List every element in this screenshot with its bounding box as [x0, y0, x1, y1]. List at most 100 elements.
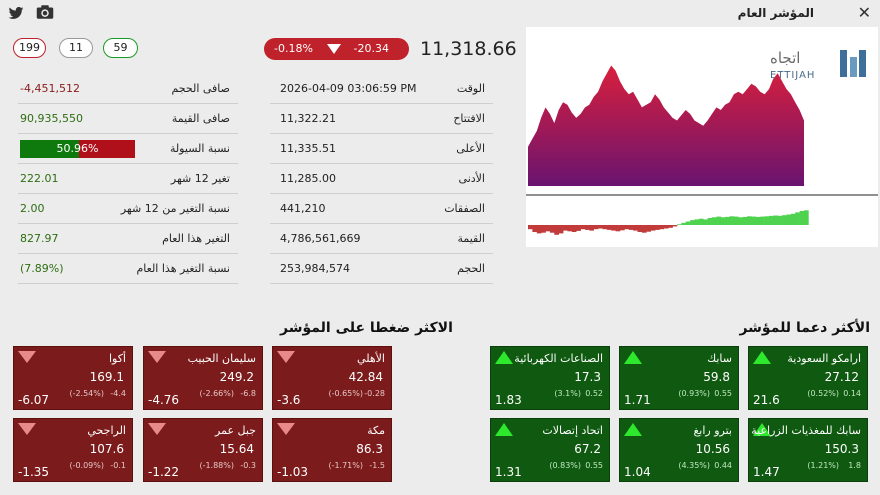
up-triangle-icon	[624, 351, 642, 364]
flow-bar	[585, 225, 590, 230]
left_stats-value: 827.97	[20, 232, 59, 245]
logo-latin: ETTIJAH	[770, 70, 815, 81]
stock-change: -4.4	[110, 389, 126, 398]
down-triangle-icon	[18, 423, 36, 435]
support-stock-tile[interactable]: اتحاد إتصالات 67.2 0.55 (0.83%) 1.31	[490, 418, 610, 482]
flow-bar	[738, 217, 743, 225]
stock-price: 10.56	[695, 442, 730, 456]
title-bar: المؤشر العام ✕	[0, 0, 880, 26]
stock-price: 86.3	[356, 442, 383, 456]
mid_stats-value: 253,984,574	[280, 262, 350, 275]
index-change-badge: -0.18% -20.34	[264, 38, 409, 60]
stock-name: سليمان الحبيب	[187, 352, 256, 365]
stock-index-points: -1.03	[277, 465, 309, 479]
stock-change: -0.3	[240, 461, 256, 470]
twitter-icon[interactable]	[8, 5, 24, 21]
stock-name: الراجحي	[87, 424, 126, 437]
stock-index-points: -1.22	[148, 465, 180, 479]
flow-bar	[698, 218, 704, 225]
left_stats-row: صافى الحجم -4,451,512	[18, 74, 238, 104]
flow-bar	[646, 225, 651, 232]
down-triangle-icon	[277, 423, 295, 435]
flow-bar	[685, 221, 691, 225]
mid_stats-value: 11,285.00	[280, 172, 336, 185]
support-stock-tile[interactable]: ارامكو السعودية 27.12 0.14 (0.52%) 21.6	[748, 346, 868, 410]
left_stats-row: نسبة السيولة 50.96%	[18, 134, 238, 164]
mid_stats-row: الأدنى 11,285.00	[270, 164, 493, 194]
flow-bar	[782, 215, 787, 225]
stock-change-percent: (-0.09%)	[69, 461, 104, 470]
stock-change-percent: (0.83%)	[549, 461, 581, 470]
pressure-stock-tile[interactable]: مكة 86.3 -1.5 (-1.71%) -1.03	[272, 418, 392, 482]
support-stock-tile[interactable]: سابك للمغذيات الزراعية 150.3 1.8 (1.21%) 1.4…	[748, 418, 868, 482]
flow-bar	[790, 213, 796, 225]
left_stats-label: تغير 12 شهر	[170, 172, 230, 185]
pressure-stock-tile[interactable]: جبل عمر 15.64 -0.3 (-1.88%) -1.22	[143, 418, 263, 482]
stock-price: 107.6	[89, 442, 124, 456]
unchanged-count: 11	[59, 38, 93, 58]
down-triangle-icon	[18, 351, 36, 363]
flow-bar	[606, 225, 612, 230]
flow-bar	[655, 225, 660, 230]
flow-bar	[554, 225, 559, 235]
left_stats-row: نسبة التغير من 12 شهر 2.00	[18, 194, 238, 224]
flow-bar	[694, 219, 700, 225]
stock-price: 150.3	[824, 442, 859, 456]
left_stats-value: 2.00	[20, 202, 45, 215]
pressure-stock-tile[interactable]: أكوا 169.1 -4.4 (-2.54%) -6.07	[13, 346, 133, 410]
flow-bar	[641, 225, 647, 233]
stock-change: 1.8	[848, 461, 861, 470]
stock-price: 67.2	[574, 442, 601, 456]
stock-name: سابك	[707, 352, 732, 365]
close-icon[interactable]: ✕	[857, 3, 871, 22]
camera-icon[interactable]	[36, 4, 54, 20]
pressure-stock-tile[interactable]: الراجحي 107.6 -0.1 (-0.09%) -1.35	[13, 418, 133, 482]
stock-name: ارامكو السعودية	[787, 352, 861, 365]
flow-bar	[567, 225, 573, 232]
stock-change-percent: (-1.71%)	[328, 461, 363, 470]
left_stats-value: (7.89%)	[20, 262, 64, 275]
flow-bar	[751, 216, 757, 225]
stock-change-percent: (0.52%)	[807, 389, 839, 398]
flow-bar	[747, 216, 752, 225]
window-title: المؤشر العام	[737, 6, 814, 20]
support-stock-tile[interactable]: سابك 59.8 0.55 (0.93%) 1.71	[619, 346, 739, 410]
stock-change-percent: (0.93%)	[678, 389, 710, 398]
stock-name: سابك للمغذيات الزراعية	[751, 424, 861, 437]
flow-bar	[690, 220, 695, 225]
flow-bar	[786, 214, 792, 225]
flow-bar	[681, 222, 686, 225]
down-triangle-icon	[148, 423, 166, 435]
flow-bar	[773, 215, 778, 225]
pressure-stock-tile[interactable]: سليمان الحبيب 249.2 -6.8 (-2.66%) -4.76	[143, 346, 263, 410]
stock-index-points: -6.07	[18, 393, 50, 407]
mid_stats-value: 441,210	[280, 202, 326, 215]
stock-change: -1.5	[369, 461, 385, 470]
liquidity-bar-fill	[20, 140, 79, 158]
left_stats-label: نسبة السيولة	[169, 142, 230, 155]
stock-index-points: 1.83	[495, 393, 522, 407]
support-stock-tile[interactable]: الصناعات الكهربائية 17.3 0.52 (3.1%) 1.83	[490, 346, 610, 410]
stock-index-points: -4.76	[148, 393, 180, 407]
index-change-points: -20.34	[353, 42, 389, 55]
flow-bar	[742, 216, 748, 225]
flow-bar	[716, 216, 722, 225]
flow-bar	[733, 216, 739, 225]
flow-bar	[580, 225, 586, 230]
flow-bar	[672, 225, 678, 227]
support-stock-tile[interactable]: بترو رابغ 10.56 0.44 (4.35%) 1.04	[619, 418, 739, 482]
support-section-title: الأكثر دعما للمؤشر	[739, 320, 870, 336]
pressure-stock-tile[interactable]: الأهلي 42.84 -0.28 (-0.65%) -3.6	[272, 346, 392, 410]
down-triangle-icon	[277, 351, 295, 363]
flow-bar	[804, 210, 809, 225]
left_stats-label: نسبة التغير من 12 شهر	[120, 202, 230, 215]
mid_stats-row: الوقت 2026-04-09 03:06:59 PM	[270, 74, 493, 104]
declining-count: 199	[13, 38, 46, 58]
stock-index-points: 21.6	[753, 393, 780, 407]
index-value: 11,318.66	[420, 38, 517, 60]
left_stats-row: صافى القيمة 90,935,550	[18, 104, 238, 134]
flow-bar	[615, 225, 621, 232]
left_stats-value: 222.01	[20, 172, 59, 185]
stock-price: 249.2	[219, 370, 254, 384]
stock-price: 59.8	[703, 370, 730, 384]
